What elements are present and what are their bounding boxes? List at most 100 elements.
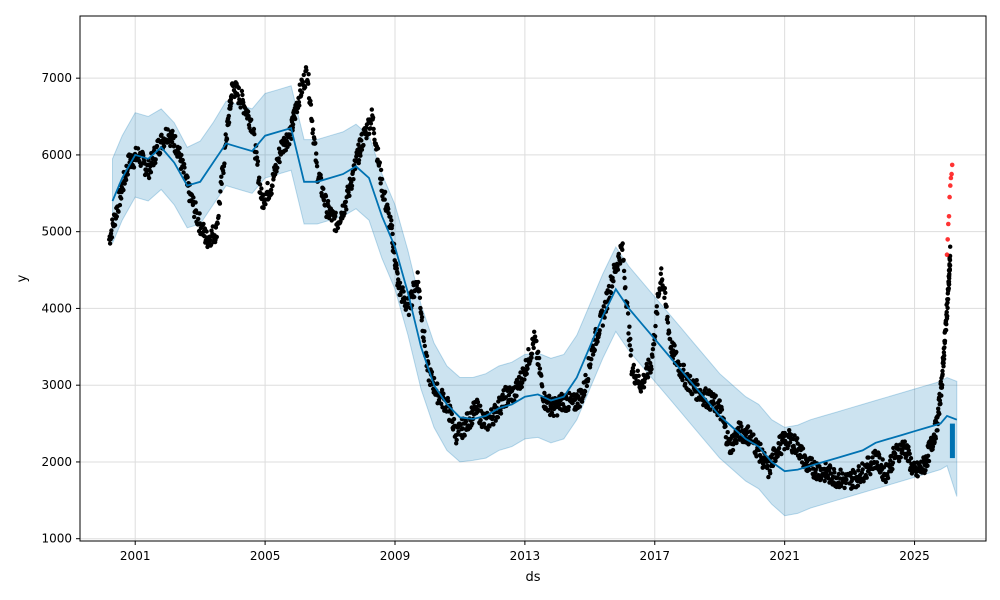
observed-point — [770, 452, 775, 457]
observed-point — [620, 241, 625, 246]
observed-point — [779, 451, 784, 457]
observed-point — [371, 126, 376, 132]
observed-point — [347, 193, 352, 198]
observed-point — [941, 364, 946, 369]
observed-point — [333, 214, 338, 219]
anomaly-point — [946, 221, 951, 227]
observed-point — [358, 153, 363, 158]
observed-point — [855, 483, 861, 488]
observed-point — [843, 480, 849, 486]
observed-point — [925, 453, 931, 458]
observed-point — [119, 196, 124, 201]
observed-point — [532, 334, 538, 339]
observed-point — [946, 286, 951, 291]
observed-point — [856, 464, 861, 469]
observed-point — [725, 430, 730, 435]
observed-point — [674, 349, 679, 355]
observed-point — [138, 161, 144, 166]
observed-point — [687, 373, 693, 379]
observed-point — [419, 315, 425, 320]
observed-point — [287, 142, 292, 147]
observed-point — [582, 389, 588, 394]
x-tick-label: 2017 — [640, 549, 671, 563]
observed-points — [107, 65, 953, 491]
observed-point — [522, 377, 527, 382]
observed-point — [214, 234, 219, 240]
observed-point — [537, 366, 543, 371]
observed-point — [945, 305, 950, 311]
observed-point — [662, 295, 667, 300]
observed-point — [864, 475, 869, 480]
observed-point — [297, 103, 302, 108]
observed-point — [304, 68, 309, 73]
observed-point — [390, 231, 395, 237]
observed-point — [367, 131, 372, 136]
observed-point — [935, 428, 940, 433]
observed-point — [318, 175, 324, 181]
observed-point — [418, 305, 423, 311]
y-tick-label: 6000 — [41, 148, 72, 162]
observed-point — [524, 371, 529, 376]
observed-point — [185, 175, 190, 180]
observed-point — [395, 271, 400, 276]
observed-point — [645, 375, 651, 380]
observed-point — [218, 189, 223, 194]
observed-point — [216, 213, 221, 219]
observed-point — [296, 100, 302, 105]
observed-point — [758, 441, 763, 447]
observed-point — [170, 128, 175, 134]
observed-point — [592, 347, 597, 353]
observed-point — [562, 405, 567, 410]
observed-point — [321, 198, 327, 203]
observed-point — [940, 372, 945, 377]
observed-point — [257, 182, 263, 187]
observed-point — [148, 170, 154, 175]
observed-point — [333, 210, 338, 215]
observed-point — [842, 485, 847, 491]
observed-point — [169, 139, 175, 145]
observed-point — [915, 474, 920, 479]
observed-point — [813, 467, 818, 472]
observed-point — [680, 377, 685, 383]
observed-point — [625, 311, 631, 316]
anomaly-point — [944, 252, 950, 257]
observed-point — [351, 177, 356, 182]
observed-point — [908, 456, 914, 461]
observed-point — [856, 468, 861, 473]
observed-point — [947, 263, 953, 268]
observed-point — [503, 395, 508, 400]
observed-point — [146, 175, 152, 181]
observed-point — [412, 294, 417, 300]
observed-point — [795, 436, 800, 441]
observed-point — [456, 429, 461, 434]
observed-point — [463, 419, 469, 424]
observed-point — [270, 183, 275, 189]
observed-point — [361, 142, 366, 148]
observed-point — [382, 197, 387, 202]
observed-point — [478, 403, 483, 408]
observed-point — [422, 343, 427, 349]
observed-point — [257, 175, 262, 180]
observed-point — [419, 311, 424, 316]
observed-point — [335, 225, 341, 231]
observed-point — [310, 127, 316, 132]
observed-point — [677, 362, 683, 368]
observed-point — [663, 290, 668, 295]
observed-point — [942, 338, 948, 344]
observed-point — [826, 476, 831, 481]
observed-point — [192, 214, 197, 220]
observed-point — [890, 466, 895, 472]
observed-point — [255, 159, 261, 164]
observed-point — [566, 404, 571, 410]
observed-point — [807, 467, 812, 472]
observed-point — [664, 304, 669, 309]
y-tick-label: 5000 — [41, 225, 72, 239]
observed-point — [590, 352, 596, 357]
observed-point — [641, 385, 647, 390]
observed-point — [313, 141, 318, 146]
anomaly-point — [948, 183, 953, 188]
observed-point — [394, 263, 399, 268]
observed-point — [109, 235, 115, 240]
observed-point — [308, 102, 314, 107]
observed-point — [646, 357, 651, 362]
